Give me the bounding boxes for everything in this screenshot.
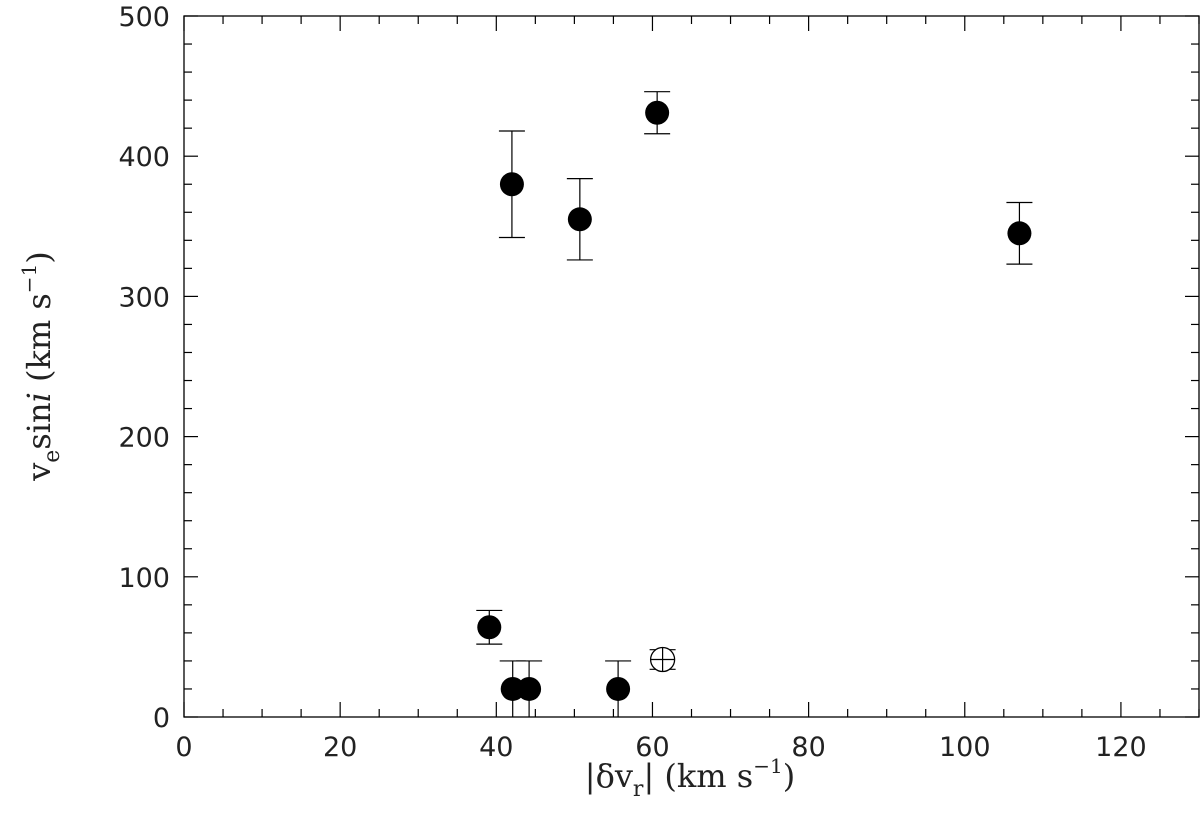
x-tick-label: 80 (791, 732, 825, 763)
point-marker-filled (1007, 221, 1032, 246)
y-tick-label: 0 (153, 703, 170, 734)
x-tick-label: 60 (635, 732, 669, 763)
data-point (498, 130, 525, 239)
data-point (566, 178, 593, 261)
x-tick-label: 120 (1095, 732, 1147, 763)
data-point (649, 646, 676, 673)
data-point (516, 660, 543, 717)
point-marker-filled (477, 615, 502, 640)
y-tick-label: 200 (118, 423, 170, 454)
point-marker-filled (645, 100, 670, 125)
axis-ticks (183, 15, 1200, 718)
tick-labels: 0 20 40 60 80 100 120 0 100 200 300 400 500 (118, 2, 1146, 763)
data-points (476, 91, 1033, 717)
y-tick-label: 300 (118, 282, 170, 313)
data-point (605, 660, 632, 717)
data-point (1006, 201, 1033, 265)
data-point (644, 91, 671, 135)
plot-frame (183, 15, 1200, 718)
point-marker-filled (517, 676, 542, 701)
x-tick-label: 0 (175, 732, 192, 763)
x-tick-label: 20 (323, 732, 357, 763)
y-tick-label: 400 (118, 142, 170, 173)
point-marker-filled (606, 676, 631, 701)
y-axis-label: vesini (km s−1) (17, 251, 65, 482)
y-tick-label: 100 (118, 563, 170, 594)
x-axis-label: |δvr| (km s−1) (585, 754, 795, 802)
point-marker-filled (567, 207, 592, 232)
x-tick-label: 100 (939, 732, 991, 763)
x-tick-label: 40 (479, 732, 513, 763)
y-tick-label: 500 (118, 2, 170, 33)
data-point (476, 609, 503, 645)
point-marker-filled (500, 676, 525, 701)
point-marker-filled (499, 172, 524, 197)
